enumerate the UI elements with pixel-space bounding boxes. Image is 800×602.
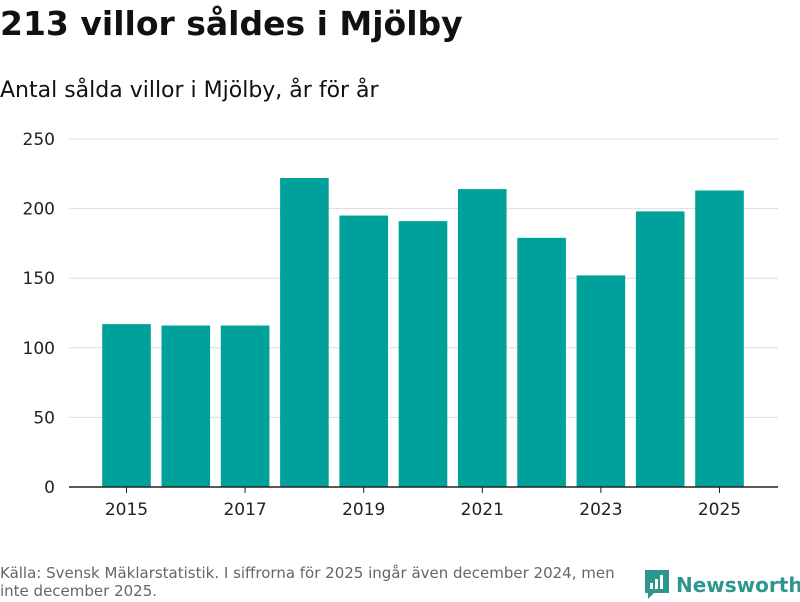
bar-2019 xyxy=(339,215,388,487)
source-note: Källa: Svensk Mäklarstatistik. I siffror… xyxy=(0,564,615,600)
y-tick-label: 200 xyxy=(23,200,55,220)
x-axis-ticks: 2015 2017 2019 2021 2023 2025 xyxy=(105,487,741,520)
bar-2016 xyxy=(161,325,211,487)
x-tick-label: 2023 xyxy=(579,500,622,520)
y-tick-label: 100 xyxy=(23,339,55,359)
bar-2017 xyxy=(220,325,270,487)
y-tick-label: 0 xyxy=(44,478,55,498)
bars xyxy=(102,177,744,488)
y-tick-label: 150 xyxy=(23,269,55,289)
newsworthy-logo-icon xyxy=(645,570,669,599)
bar-2021 xyxy=(458,189,507,487)
y-tick-label: 50 xyxy=(33,408,55,428)
bar-chart: 0 50 100 150 200 250 2015 2017 2019 2021 2023 2025 xyxy=(23,130,778,520)
chart-title: 213 villor såldes i Mjölby xyxy=(0,4,463,43)
bar-2018 xyxy=(280,177,329,487)
x-tick-label: 2025 xyxy=(698,500,741,520)
x-tick-label: 2015 xyxy=(105,500,148,520)
bar-2015 xyxy=(102,324,151,487)
newsworthy-brand[interactable]: Newsworthy xyxy=(644,568,800,602)
y-axis-labels: 0 50 100 150 200 250 xyxy=(23,130,55,498)
bar-2025 xyxy=(695,190,744,487)
y-tick-label: 250 xyxy=(23,130,55,150)
chart-subtitle: Antal sålda villor i Mjölby, år för år xyxy=(0,78,379,103)
bar-2022 xyxy=(517,237,566,487)
bar-2023 xyxy=(576,275,626,487)
x-tick-label: 2019 xyxy=(342,500,385,520)
x-tick-label: 2021 xyxy=(461,500,504,520)
bar-2024 xyxy=(635,211,685,487)
bar-2020 xyxy=(398,221,448,488)
brand-name: Newsworthy xyxy=(676,573,800,597)
x-tick-label: 2017 xyxy=(223,500,266,520)
